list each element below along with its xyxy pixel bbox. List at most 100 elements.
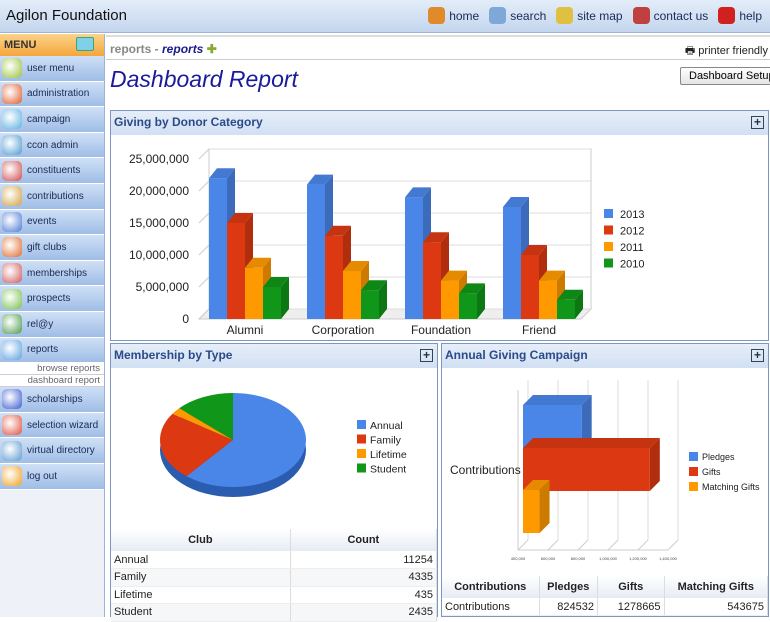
pie-slice-student[interactable] [179, 393, 233, 440]
gridline [198, 180, 210, 192]
sidebar-item-memberships[interactable]: memberships [0, 260, 104, 287]
bar-friend-2012[interactable] [521, 245, 547, 319]
count-cell: 2435 [290, 603, 438, 622]
col-header[interactable]: Pledges [539, 576, 598, 598]
count-cell: 4335 [290, 568, 438, 587]
col-header-count[interactable]: Count [290, 529, 438, 551]
legend-label: 2013 [620, 209, 644, 221]
legend-swatch [604, 225, 613, 235]
bar-friend-2010[interactable] [557, 289, 583, 319]
top-link-home[interactable]: home [428, 7, 479, 24]
panel-title: Membership by Type [114, 348, 233, 362]
sidebar-item-label: rel@y [27, 318, 54, 330]
site-map-icon [556, 7, 574, 24]
bar-corporation-2010[interactable] [361, 280, 387, 319]
gridline [517, 539, 529, 551]
bar-matching-gifts[interactable] [523, 480, 550, 533]
gift-clubs-icon [2, 237, 22, 258]
legend-label: 2012 [620, 226, 644, 238]
pie-slice-lifetime[interactable] [172, 408, 233, 440]
virtual-directory-icon [2, 440, 22, 461]
expand-icon[interactable]: + [420, 349, 433, 362]
menu-header: MENU [0, 34, 104, 56]
sidebar-item-label: administration [27, 88, 90, 100]
sidebar-item-label: selection wizard [27, 419, 99, 431]
top-links: home search site map contact us help [428, 7, 762, 24]
sidebar-item-prospects[interactable]: prospects [0, 286, 104, 312]
sidebar-item-ccon-admin[interactable]: ccon admin [0, 132, 104, 159]
log-out-icon [2, 466, 22, 487]
sidebar-item-scholarships[interactable]: scholarships [0, 387, 104, 413]
col-header[interactable]: Contributions [442, 576, 540, 598]
sidebar-item-campaign[interactable]: campaign [0, 107, 104, 133]
col-header[interactable]: Matching Gifts [664, 576, 769, 598]
col-header-club[interactable]: Club [111, 529, 291, 551]
table-row[interactable]: Lifetime 435 [111, 586, 438, 604]
membership-panel: Membership by Type + Annual Family Lifetime… [110, 343, 438, 622]
top-link-site-map[interactable]: site map [556, 7, 623, 24]
top-link-search[interactable]: search [489, 7, 546, 24]
expand-icon[interactable]: + [751, 116, 764, 129]
sidebar-item-rel-y[interactable]: rel@y [0, 311, 104, 338]
sidebar-item-label: reports [27, 344, 59, 356]
table-row[interactable]: Annual 11254 [111, 551, 438, 569]
gridline [198, 308, 210, 320]
top-link-help[interactable]: help [718, 7, 762, 24]
sidebar-item-administration[interactable]: administration [0, 81, 104, 108]
legend-label: 2011 [620, 242, 644, 254]
sidebar-subitem-browse-reports[interactable]: browse reports [0, 363, 104, 376]
sidebar-item-user-menu[interactable]: user menu [0, 56, 104, 82]
x-tick-label: Foundation [411, 323, 471, 337]
sidebar-item-gift-clubs[interactable]: gift clubs [0, 235, 104, 261]
bar-alumni-2010[interactable] [263, 277, 289, 319]
gridline [198, 148, 210, 160]
club-cell: Family [111, 568, 291, 587]
contributions-icon [2, 186, 22, 207]
breadcrumb-current: reports [162, 42, 204, 56]
sidebar-item-label: log out [27, 470, 58, 482]
sidebar-item-selection-wizard[interactable]: selection wizard [0, 412, 104, 439]
legend-swatch [689, 482, 698, 491]
pie-slice-annual[interactable] [186, 393, 306, 487]
top-bar: Agilon Foundation home search site map cont… [0, 0, 770, 33]
table-row[interactable]: Family 4335 [111, 568, 438, 587]
prospects-icon [2, 288, 22, 309]
sidebar-item-label: ccon admin [27, 139, 79, 151]
legend-label: Student [370, 464, 406, 476]
sidebar-item-events[interactable]: events [0, 209, 104, 236]
table-row[interactable]: Contributions 824532 1278665 543675 [442, 598, 769, 616]
top-link-contact-us[interactable]: contact us [632, 7, 708, 24]
favorite-star-icon[interactable]: ✚ [206, 42, 217, 56]
gridline [198, 244, 210, 256]
top-link-label: home [449, 8, 480, 23]
sidebar-item-reports[interactable]: reports [0, 337, 104, 364]
bar-foundation-2010[interactable] [459, 283, 485, 319]
gridline [577, 539, 589, 551]
count-cell: 435 [290, 586, 438, 604]
table-cell: 824532 [539, 598, 598, 616]
selection-wizard-icon [2, 415, 22, 436]
scholarships-icon [2, 389, 22, 410]
annual-giving-panel: Annual Giving Campaign + 400,000 600,000 80… [441, 343, 769, 617]
table-row[interactable]: Student 2435 [111, 603, 438, 622]
bar-friend-2011[interactable] [539, 270, 565, 319]
club-cell: Student [111, 603, 291, 622]
breadcrumb-parent[interactable]: reports [110, 42, 152, 56]
dashboard-setup-button[interactable]: Dashboard Setup [680, 67, 770, 85]
sidebar-item-label: constituents [27, 165, 81, 177]
sidebar-item-contributions[interactable]: contributions [0, 183, 104, 210]
sidebar-item-log-out[interactable]: log out [0, 463, 104, 490]
sidebar-subitem-dashboard-report[interactable]: dashboard report [0, 375, 104, 388]
sidebar-item-virtual-directory[interactable]: virtual directory [0, 438, 104, 464]
reports-icon [2, 339, 22, 360]
sidebar-item-label: campaign [27, 113, 71, 125]
expand-icon[interactable]: + [751, 349, 764, 362]
sidebar-item-constituents[interactable]: constituents [0, 158, 104, 184]
pie-slice-family[interactable] [160, 413, 233, 477]
printer-friendly-link[interactable]: 🖶 printer friendly [685, 42, 768, 61]
gridline [198, 212, 210, 224]
sidebar-item-label: events [27, 216, 57, 228]
col-header[interactable]: Gifts [597, 576, 665, 598]
panel-title: Annual Giving Campaign [445, 348, 588, 362]
sidebar-item-label: contributions [27, 190, 84, 202]
